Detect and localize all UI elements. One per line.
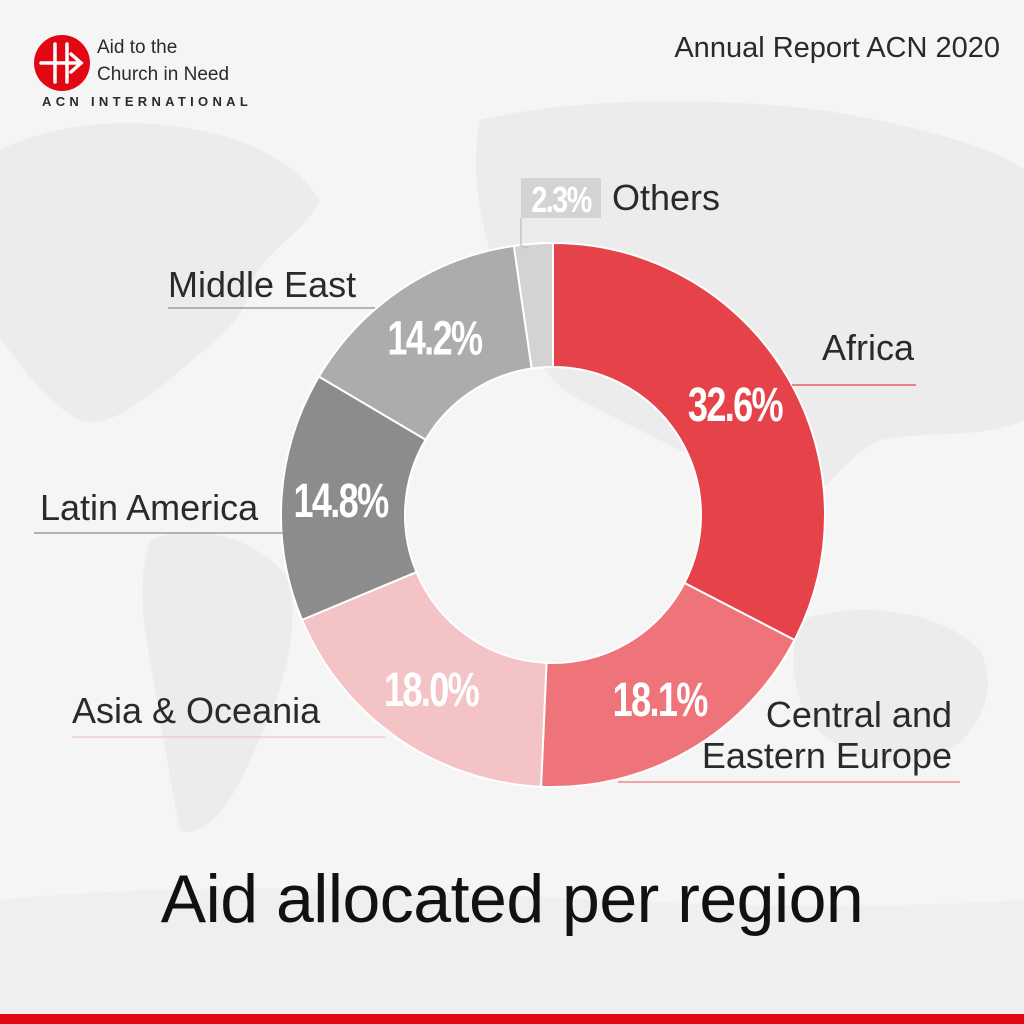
report-title: Annual Report ACN 2020	[674, 32, 1000, 64]
value-label-asia-and-oceania: 18.0%	[384, 663, 479, 717]
category-label-others: Others	[612, 177, 720, 218]
category-label-middle-east: Middle East	[168, 264, 356, 305]
acn-logo-icon	[34, 35, 90, 91]
logo-line-2: Church in Need	[97, 64, 230, 85]
value-label-text: 2.3%	[531, 179, 592, 220]
slice-latin-america	[280, 375, 427, 622]
leader-line-others	[520, 218, 529, 249]
slice-others	[512, 241, 554, 370]
value-label-box	[521, 178, 601, 218]
category-label-latin-america: Latin America	[40, 487, 259, 528]
slice-asia-and-oceania	[300, 570, 548, 788]
category-label-central-and-eastern-europe: Central and	[766, 694, 952, 735]
category-label-africa: Africa	[822, 327, 915, 368]
value-label-latin-america: 14.8%	[293, 474, 388, 528]
slice-africa	[552, 241, 826, 642]
value-label-central-and-eastern-europe: 18.1%	[613, 673, 708, 727]
value-label-africa: 32.6%	[688, 378, 783, 432]
value-label-middle-east: 14.2%	[387, 311, 482, 365]
logo-wordmark: Aid to the Church in Need	[97, 34, 229, 88]
category-label-asia-and-oceania: Asia & Oceania	[72, 690, 321, 731]
category-label-central-and-eastern-europe: Eastern Europe	[702, 735, 952, 776]
slice-central-and-eastern-europe	[539, 581, 796, 788]
chart-title: Aid allocated per region	[160, 861, 864, 937]
bottom-accent-bar	[0, 1014, 1024, 1024]
value-label-others: 2.3%	[521, 178, 601, 220]
logo-line-1: Aid to the	[97, 37, 178, 58]
logo-subtitle: ACN INTERNATIONAL	[42, 94, 253, 109]
